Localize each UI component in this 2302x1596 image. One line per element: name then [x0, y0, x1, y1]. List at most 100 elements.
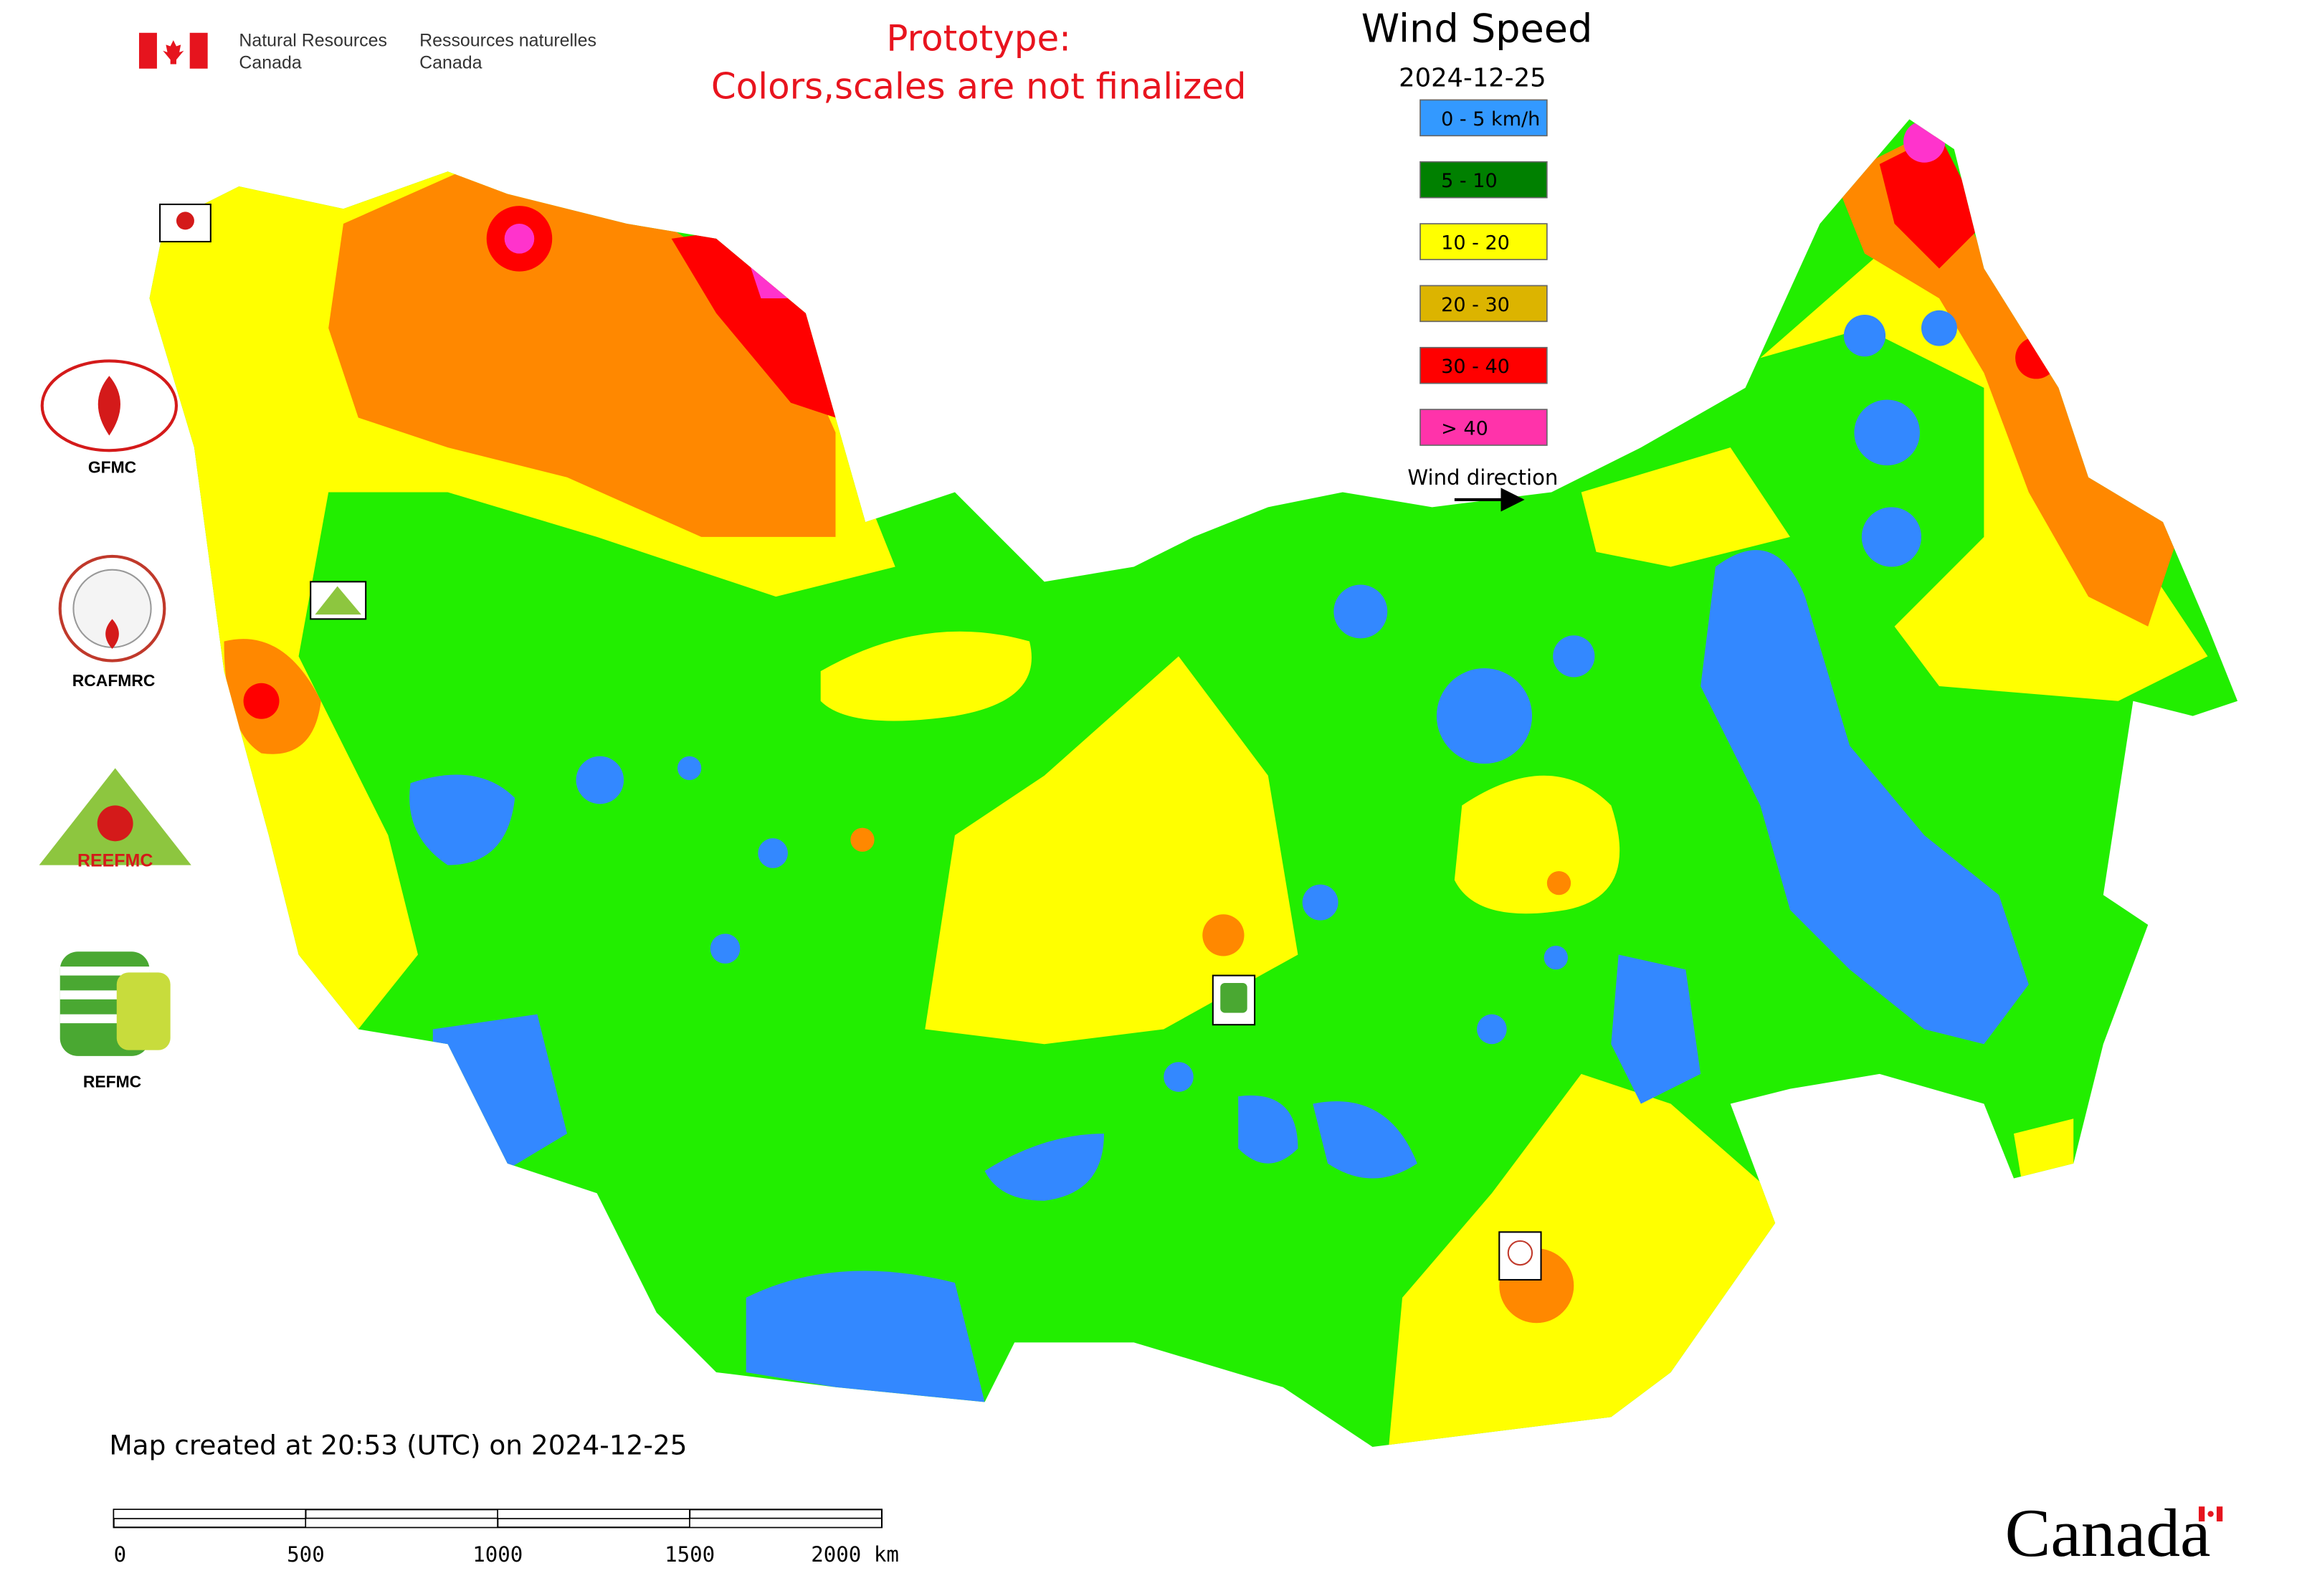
- map-shape: [97, 805, 133, 842]
- legend-swatch: [1419, 409, 1548, 446]
- logo-label: RCAFMRC: [72, 671, 156, 690]
- map-shape: [1302, 884, 1338, 921]
- map-shape: [105, 619, 119, 649]
- map-shape: [1333, 584, 1388, 639]
- map-shape: [850, 827, 875, 852]
- legend-label: 10 - 20: [1441, 232, 1510, 254]
- legend-label: 0 - 5 km/h: [1441, 108, 1540, 130]
- map-shape: [1611, 954, 1701, 1104]
- scale-segment: [113, 1509, 307, 1519]
- map-shape: [820, 631, 1032, 721]
- station-markers: [159, 203, 1542, 1281]
- map-shape: [1921, 310, 1957, 346]
- map-shape: [1436, 668, 1533, 764]
- government-signature: Natural Resources Canada Ressources natu…: [138, 30, 596, 73]
- map-shape: [1903, 120, 1946, 163]
- scale-label: 500: [287, 1542, 325, 1567]
- map-shape: [1879, 134, 1984, 269]
- logo-label: REEFMC: [77, 851, 153, 871]
- legend-label: > 40: [1441, 417, 1488, 440]
- map-shape: [1546, 870, 1571, 896]
- map-shape: [2013, 1118, 2074, 1179]
- logo-rcafmrc: RCAFMRC: [58, 554, 166, 690]
- agency-en: Natural Resources: [239, 30, 387, 50]
- legend: 0 - 5 km/h 5 - 10 10 - 20 20 - 30 30 - 40 > 4…: [1419, 99, 1548, 446]
- map-shape: [1835, 134, 2178, 627]
- logo-gfmc: GFMC: [40, 359, 179, 476]
- legend-label: 20 - 30: [1441, 294, 1510, 316]
- map-shape: [176, 212, 194, 230]
- map-shape: [1701, 550, 2029, 1045]
- map-shape: [504, 224, 535, 254]
- legend-title: Wind Speed: [1361, 6, 1593, 51]
- legend-swatch: [1419, 285, 1548, 323]
- map-shape: [1553, 635, 1595, 678]
- logo-refmc: REFMC: [60, 951, 171, 1091]
- map-shape: [677, 756, 702, 781]
- map-shape: [116, 972, 171, 1050]
- scale-label: 0: [114, 1542, 127, 1567]
- logo-reefmc: REEFMC: [39, 768, 191, 871]
- map-shape: [1507, 1240, 1533, 1266]
- notice: Colors,scales are not finalized: [711, 65, 1247, 107]
- map-shape: [1220, 982, 1247, 1013]
- map-shape: [409, 774, 515, 865]
- legend-swatch: [1419, 346, 1548, 384]
- scale-segment: [497, 1509, 690, 1519]
- scale-label: 1000: [472, 1542, 523, 1567]
- flag-bar: [189, 32, 208, 69]
- map-shape: [243, 683, 280, 719]
- legend-swatch: [1419, 99, 1548, 137]
- legend-swatch: [1419, 223, 1548, 260]
- map-shape: [1843, 314, 1886, 357]
- agency-en: Canada: [239, 53, 302, 73]
- map-shape: [1477, 1014, 1507, 1045]
- map-shape: [984, 1134, 1104, 1201]
- map-shape: [1238, 1095, 1298, 1164]
- map-shape: [710, 934, 741, 964]
- map-shape: [2198, 1506, 2205, 1521]
- scale-label: 2000 km: [811, 1542, 899, 1567]
- map-shape: [925, 656, 1298, 1045]
- scale-bar: 0 500 1000 1500 2000 km: [113, 1509, 899, 1567]
- logo-label: REFMC: [83, 1073, 141, 1091]
- map-shape: [315, 586, 361, 615]
- map-shape: [576, 756, 624, 804]
- map-shape: [746, 1270, 985, 1402]
- creation-note: Map created at 20:53 (UTC) on 2024-12-25: [109, 1429, 687, 1460]
- logo-label: GFMC: [88, 457, 136, 476]
- wordmark-flag: [2198, 1506, 2223, 1521]
- map-shape: [1854, 399, 1920, 466]
- map-shape: [758, 838, 788, 868]
- direction-label: Wind direction: [1407, 465, 1558, 490]
- map-shape: [1202, 914, 1245, 956]
- scale-segment: [689, 1518, 883, 1528]
- map-shape: [2216, 1506, 2223, 1521]
- map-shape: [1454, 775, 1620, 914]
- flag-bar: [138, 32, 157, 69]
- legend-date: 2024-12-25: [1399, 64, 1546, 93]
- agency-fr: Ressources naturelles: [419, 30, 596, 50]
- scale-segment: [305, 1518, 498, 1528]
- map-shape: [1581, 447, 1790, 567]
- maple-leaf: [163, 40, 184, 65]
- map-shape: [2015, 337, 2058, 379]
- map-shape: [2207, 1511, 2214, 1517]
- map-shape: [1861, 507, 1922, 567]
- legend-label: 5 - 10: [1441, 170, 1498, 192]
- legend-swatch: [1419, 161, 1548, 199]
- map-shape: [97, 376, 120, 436]
- map-shape: [1164, 1062, 1194, 1092]
- map-shape: [1313, 1101, 1417, 1179]
- map-shape: [1544, 945, 1568, 970]
- notice: Prototype:: [886, 18, 1071, 60]
- map-shape: [1387, 1073, 1790, 1447]
- legend-label: 30 - 40: [1441, 356, 1510, 378]
- agency-fr: Canada: [419, 53, 482, 73]
- scale-label: 1500: [665, 1542, 715, 1567]
- canada-wordmark: Canada: [2005, 1495, 2211, 1571]
